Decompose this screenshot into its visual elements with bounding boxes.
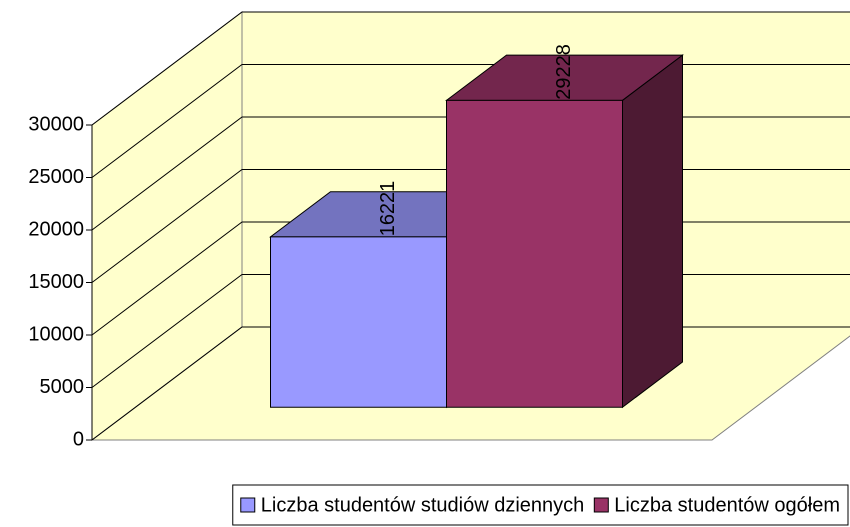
y-tick-label: 25000 xyxy=(28,166,84,188)
legend-box xyxy=(232,484,849,526)
legend-swatch xyxy=(593,497,609,513)
y-tick-label: 30000 xyxy=(28,113,84,135)
y-tick-label: 20000 xyxy=(28,218,84,240)
legend-label: Liczba studentów ogółem xyxy=(614,494,840,516)
y-tick-label: 15000 xyxy=(28,271,84,293)
bar-side xyxy=(622,54,683,409)
y-tick-label: 5000 xyxy=(40,376,85,398)
legend: Liczba studentów studiów dziennych Liczba… xyxy=(232,484,849,526)
legend-swatch xyxy=(240,497,256,513)
bar xyxy=(270,236,447,408)
bar xyxy=(446,99,623,408)
y-tick-label: 0 xyxy=(73,428,84,450)
grid-line xyxy=(91,11,850,126)
value-label: 16221 xyxy=(377,181,399,237)
y-tick-label: 10000 xyxy=(28,323,84,345)
legend-label: Liczba studentów studiów dziennych xyxy=(261,494,585,516)
value-label: 29228 xyxy=(553,44,575,100)
